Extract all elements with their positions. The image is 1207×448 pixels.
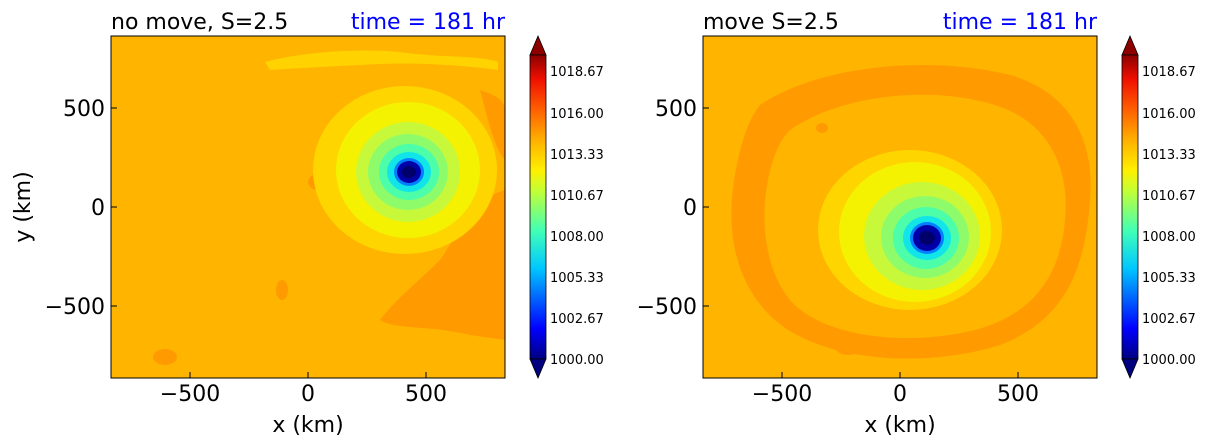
colorbar-tick-label: 1013.33 <box>550 148 604 163</box>
contour-field <box>111 36 505 378</box>
colorbar-tick-label: 1010.67 <box>550 189 604 204</box>
patch-small <box>276 280 288 300</box>
colorbar-tick-label: 1002.67 <box>1142 312 1196 327</box>
colorbar-tick-label: 1018.67 <box>1142 65 1196 80</box>
contour-field <box>703 36 1097 378</box>
colorbar-bar <box>529 54 547 360</box>
panel-no-move: no move, S=2.5 time = 181 hr <box>11 10 604 438</box>
eye-core <box>402 166 416 178</box>
panel-move: move S=2.5 time = 181 hr <box>637 10 1196 438</box>
colorbar: 1000.00 1002.67 1005.33 1008.00 1010.67 … <box>1121 34 1196 380</box>
colorbar-tick-label: 1010.67 <box>1142 189 1196 204</box>
x-tick-label: 500 <box>997 382 1039 407</box>
panel-title: no move, S=2.5 <box>111 10 288 35</box>
colorbar-tick-label: 1000.00 <box>550 353 604 368</box>
x-axis-label: x (km) <box>864 413 935 438</box>
colorbar-tick-label: 1008.00 <box>550 230 604 245</box>
colorbar-tick-label: 1000.00 <box>1142 353 1196 368</box>
eye-core <box>919 231 935 245</box>
y-tick-label: 500 <box>63 97 105 122</box>
colorbar-tick-label: 1016.00 <box>550 107 604 122</box>
dark-region-right <box>380 190 505 340</box>
y-tick-label: 500 <box>655 97 697 122</box>
colorbar-max-arrow <box>1121 34 1139 56</box>
patch-small <box>816 123 828 133</box>
time-label: time = 181 hr <box>351 10 506 35</box>
colorbar-max-arrow <box>529 34 547 56</box>
y-tick-label: −500 <box>637 295 697 320</box>
y-tick-label: 0 <box>91 196 105 221</box>
colorbar-tick-label: 1008.00 <box>1142 230 1196 245</box>
dark-region-top-right <box>480 90 505 160</box>
colorbar: 1000.00 1002.67 1005.33 1008.00 1010.67 … <box>529 34 604 380</box>
y-axis-label: y (km) <box>11 171 36 242</box>
colorbar-bar <box>1121 54 1139 360</box>
colorbar-tick-label: 1002.67 <box>550 312 604 327</box>
patch-bottom-left <box>153 349 177 365</box>
colorbar-tick-label: 1005.33 <box>550 271 604 286</box>
colorbar-tick-label: 1013.33 <box>1142 148 1196 163</box>
x-axis: −500 0 500 x (km) <box>752 372 1039 438</box>
panel-title: move S=2.5 <box>703 10 839 35</box>
x-axis: −500 0 500 x (km) <box>160 372 447 438</box>
blob-top <box>265 50 498 70</box>
y-tick-label: 0 <box>683 196 697 221</box>
time-label: time = 181 hr <box>943 10 1098 35</box>
x-tick-label: 0 <box>893 382 907 407</box>
y-tick-label: −500 <box>45 295 105 320</box>
colorbar-ticks: 1000.00 1002.67 1005.33 1008.00 1010.67 … <box>1142 65 1196 368</box>
colorbar-tick-label: 1016.00 <box>1142 107 1196 122</box>
colorbar-tick-label: 1018.67 <box>550 65 604 80</box>
y-axis: 500 0 −500 y (km) <box>11 97 117 320</box>
x-tick-label: 500 <box>405 382 447 407</box>
colorbar-min-arrow <box>1121 358 1139 380</box>
colorbar-ticks: 1000.00 1002.67 1005.33 1008.00 1010.67 … <box>550 65 604 368</box>
x-tick-label: 0 <box>301 382 315 407</box>
x-axis-label: x (km) <box>272 413 343 438</box>
y-axis: 500 0 −500 <box>637 97 709 320</box>
patch-bottom <box>834 335 862 355</box>
colorbar-min-arrow <box>529 358 547 380</box>
colorbar-tick-label: 1005.33 <box>1142 271 1196 286</box>
x-tick-label: −500 <box>160 382 220 407</box>
x-tick-label: −500 <box>752 382 812 407</box>
